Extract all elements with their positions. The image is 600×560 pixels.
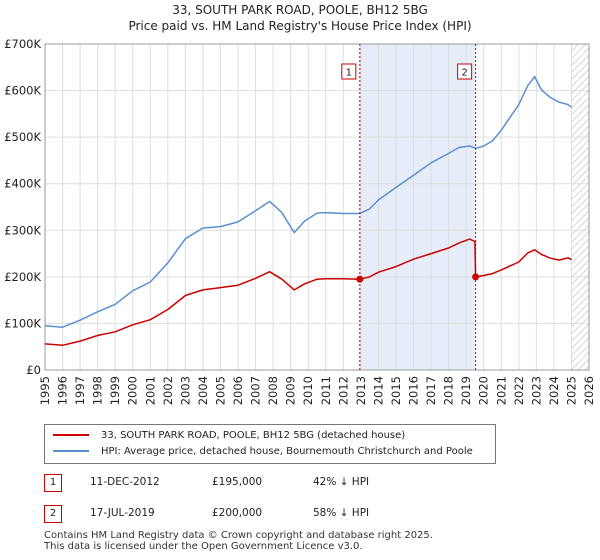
x-tick-label: 2010 <box>301 376 315 405</box>
x-tick-label: 2015 <box>389 376 403 405</box>
y-tick-label: £500K <box>4 130 41 144</box>
forecast-hatch <box>571 44 589 370</box>
legend: 33, SOUTH PARK ROAD, POOLE, BH12 5BG (de… <box>44 424 496 464</box>
x-tick-label: 2008 <box>266 376 280 405</box>
x-tick-label: 2022 <box>512 376 526 405</box>
transaction-hpi-diff: 42% ↓ HPI <box>313 476 370 488</box>
y-tick-label: £100K <box>4 316 41 330</box>
x-tick-label: 2003 <box>178 376 192 405</box>
y-tick-label: £700K <box>4 37 41 51</box>
footer-licence: This data is licensed under the Open Gov… <box>44 541 363 552</box>
y-tick-label: £600K <box>4 84 41 98</box>
y-tick-label: £200K <box>4 270 41 284</box>
transaction-number-badge: 1 <box>44 474 62 492</box>
footer: Contains HM Land Registry data © Crown c… <box>44 530 433 552</box>
x-tick-label: 2025 <box>564 376 578 405</box>
plot-area <box>45 44 589 370</box>
annotation-label: 2 <box>461 68 467 79</box>
x-tick-label: 2023 <box>529 376 543 405</box>
x-tick-label: 2011 <box>319 376 333 405</box>
x-tick-label: 2005 <box>213 376 227 405</box>
price-chart: 33, SOUTH PARK ROAD, POOLE, BH12 5BG Pri… <box>4 3 596 405</box>
legend-item-property: 33, SOUTH PARK ROAD, POOLE, BH12 5BG (de… <box>53 428 405 444</box>
x-tick-label: 2014 <box>371 376 385 405</box>
transaction-hpi-diff: 58% ↓ HPI <box>313 507 370 519</box>
chart-subtitle: Price paid vs. HM Land Registry's House … <box>128 19 471 33</box>
x-tick-label: 1999 <box>108 376 122 405</box>
footer-copyright: Contains HM Land Registry data © Crown c… <box>44 530 433 541</box>
x-tick-label: 2004 <box>196 376 210 405</box>
transaction-number-badge: 2 <box>44 505 62 523</box>
chart-title: 33, SOUTH PARK ROAD, POOLE, BH12 5BG <box>172 3 428 17</box>
x-tick-label: 2021 <box>494 376 508 405</box>
x-tick-label: 1998 <box>91 376 105 405</box>
plot-background <box>45 44 589 370</box>
transaction-date: 11-DEC-2012 <box>90 476 160 488</box>
x-tick-label: 2017 <box>424 376 438 405</box>
plot-border <box>44 43 590 371</box>
x-tick-label: 2018 <box>442 376 456 405</box>
legend-swatch-hpi <box>53 450 89 452</box>
legend-label-property: 33, SOUTH PARK ROAD, POOLE, BH12 5BG (de… <box>101 430 406 441</box>
shaded-period <box>359 44 476 370</box>
y-tick-label: £400K <box>4 177 41 191</box>
x-tick-label: 2012 <box>336 376 350 405</box>
transaction-price: £195,000 <box>212 476 263 488</box>
x-tick-label: 2006 <box>231 376 245 405</box>
x-tick-label: 2026 <box>582 376 596 405</box>
x-tick-label: 1996 <box>56 376 70 405</box>
grid-lines <box>44 43 590 371</box>
x-tick-label: 2000 <box>126 376 140 405</box>
x-tick-label: 2007 <box>249 376 263 405</box>
legend-item-hpi: HPI: Average price, detached house, Bour… <box>53 444 473 460</box>
property-price-line <box>44 238 572 347</box>
annotation-badge <box>341 63 357 80</box>
x-tick-label: 2002 <box>161 376 175 405</box>
y-tick-label: £300K <box>4 223 41 237</box>
sale-point <box>472 273 480 281</box>
axis-labels: £0 £100K £200K £300K £400K £500K £600K £700K 199… <box>4 37 596 405</box>
x-tick-label: 2019 <box>459 376 473 405</box>
x-tick-label: 2020 <box>477 376 491 405</box>
sale-point <box>356 275 364 283</box>
annotation-badge <box>457 63 473 80</box>
x-tick-label: 1997 <box>73 376 87 405</box>
y-tick-label: £0 <box>26 363 41 377</box>
x-tick-label: 1995 <box>38 376 52 405</box>
legend-label-hpi: HPI: Average price, detached house, Bour… <box>101 446 473 457</box>
x-tick-label: 2024 <box>547 376 561 405</box>
transaction-date: 17-JUL-2019 <box>90 507 155 519</box>
x-tick-label: 2013 <box>354 376 368 405</box>
x-tick-label: 2016 <box>407 376 421 405</box>
legend-swatch-property <box>53 434 89 436</box>
x-tick-label: 2009 <box>284 376 298 405</box>
transaction-price: £200,000 <box>212 507 263 519</box>
annotation-label: 1 <box>346 68 352 79</box>
x-tick-label: 2001 <box>143 376 157 405</box>
